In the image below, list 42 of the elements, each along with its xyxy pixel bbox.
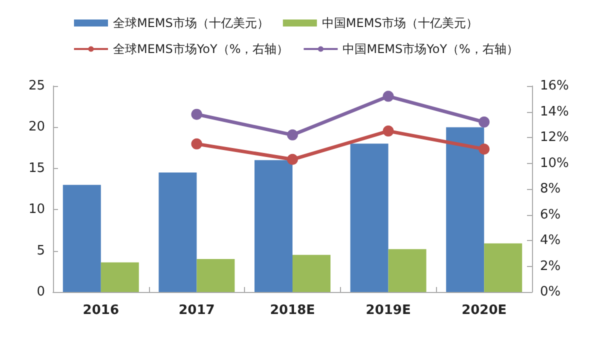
y2-tick-label: 8% [540, 182, 561, 196]
bar [446, 127, 484, 292]
y2-tick-label: 14% [540, 104, 569, 120]
x-tick-label: 2017 [178, 303, 215, 318]
x-tick-label: 2020E [462, 303, 507, 318]
y2-tick-label: 6% [540, 207, 561, 222]
x-tick-label: 2019E [366, 303, 411, 318]
y-tick-label: 25 [28, 78, 45, 94]
y-tick-label: 10 [28, 202, 45, 218]
point [382, 90, 394, 102]
point [382, 126, 394, 137]
legend-label: 中国MEMS市场YoY（%，右轴） [342, 42, 518, 56]
y2-tick-label: 16% [540, 78, 569, 94]
bar [350, 144, 388, 292]
bar [292, 254, 330, 292]
y-tick-label: 15 [28, 160, 45, 176]
point [478, 144, 490, 155]
bar [100, 262, 139, 292]
y2-tick-label: 0% [540, 284, 561, 300]
legend-label: 中国MEMS市场（十亿美元） [322, 16, 478, 30]
bar [158, 172, 197, 292]
point [191, 108, 202, 120]
y-tick-label: 5 [36, 243, 45, 258]
bar [62, 184, 101, 292]
y2-tick-label: 4% [540, 233, 561, 248]
x-tick-label: 2018E [270, 303, 316, 318]
point [478, 116, 490, 128]
y-tick-label: 0 [36, 284, 45, 300]
legend-label: 全球MEMS市场（十亿美元） [113, 16, 269, 30]
bar [388, 249, 426, 292]
legend-label: 全球MEMS市场YoY（%，右轴） [113, 42, 289, 56]
y-tick-label: 20 [28, 120, 45, 135]
point [191, 138, 202, 150]
bar [484, 243, 522, 292]
point [287, 154, 298, 165]
bar [196, 259, 235, 292]
bar [254, 160, 292, 292]
y2-tick-label: 10% [540, 156, 569, 171]
point [287, 129, 298, 140]
y2-tick-label: 12% [540, 130, 569, 145]
y2-tick-label: 2% [540, 258, 561, 274]
x-tick-label: 2016 [82, 303, 119, 318]
